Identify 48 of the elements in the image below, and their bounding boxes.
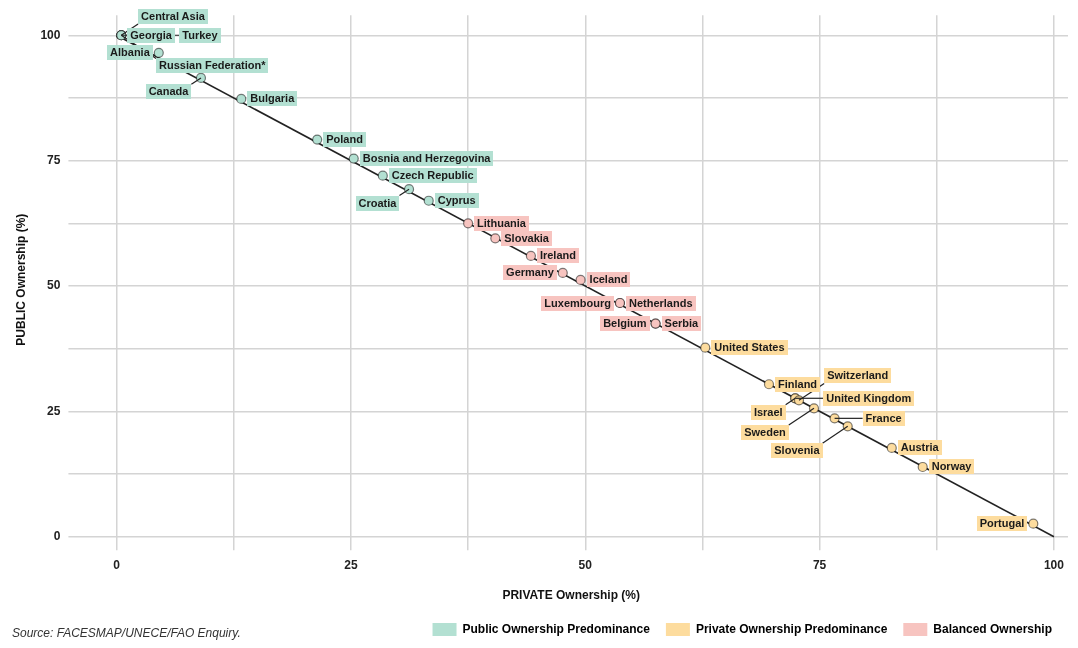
data-label: United States (711, 340, 788, 356)
data-label: Israel (750, 404, 786, 420)
y-tick-label: 25 (47, 403, 61, 418)
data-label: Lithuania (474, 215, 529, 231)
x-tick-label: 75 (812, 557, 827, 572)
data-label: Germany (503, 265, 557, 281)
data-label: Luxembourg (541, 295, 614, 311)
data-label: Georgia (127, 27, 175, 43)
data-label: Finland (774, 376, 821, 392)
x-tick-label: 0 (113, 557, 121, 572)
data-label: Ireland (536, 248, 579, 264)
legend-label: Private Ownership Predominance (695, 621, 888, 636)
data-label: Portugal (976, 516, 1028, 532)
y-tick-label: 75 (47, 152, 61, 167)
x-tick-label: 25 (344, 557, 358, 572)
data-label: Netherlands (625, 295, 696, 311)
data-label: Slovenia (771, 443, 823, 459)
data-label: Slovakia (501, 230, 552, 246)
x-axis-title: PRIVATE Ownership (%) (502, 588, 640, 603)
data-label: Switzerland (824, 368, 892, 384)
data-label: Albania (107, 45, 153, 61)
y-tick-label: 50 (47, 278, 61, 293)
data-label: Bosnia and Herzegovina (359, 151, 494, 167)
data-label: Poland (323, 132, 366, 148)
y-tick-label: 100 (40, 27, 61, 42)
x-tick-label: 100 (1043, 557, 1065, 572)
data-label: Bulgaria (247, 91, 298, 107)
y-axis-title: PUBLIC Ownership (%) (13, 213, 28, 346)
data-label: Iceland (586, 272, 631, 288)
x-tick-label: 50 (578, 557, 593, 572)
data-label: France (862, 410, 905, 426)
data-label: Croatia (355, 195, 400, 211)
data-label: Turkey (179, 27, 221, 43)
data-label: Norway (928, 459, 975, 475)
legend-label: Public Ownership Predominance (462, 621, 651, 636)
data-label: Czech Republic (388, 168, 477, 184)
data-label: Serbia (661, 316, 702, 332)
data-label: Central Asia (138, 9, 209, 25)
legend-label: Balanced Ownership (933, 621, 1052, 636)
y-tick-label: 0 (53, 528, 61, 543)
data-label: Austria (897, 440, 942, 456)
data-label: Sweden (741, 425, 789, 441)
data-label: United Kingdom (823, 390, 915, 406)
data-label: Russian Federation* (156, 58, 269, 74)
data-label: Cyprus (434, 193, 479, 209)
data-label: Belgium (600, 316, 650, 332)
source-note: Source: FACESMAP/UNECE/FAO Enquiry. (12, 626, 241, 640)
data-label: Canada (145, 84, 192, 100)
